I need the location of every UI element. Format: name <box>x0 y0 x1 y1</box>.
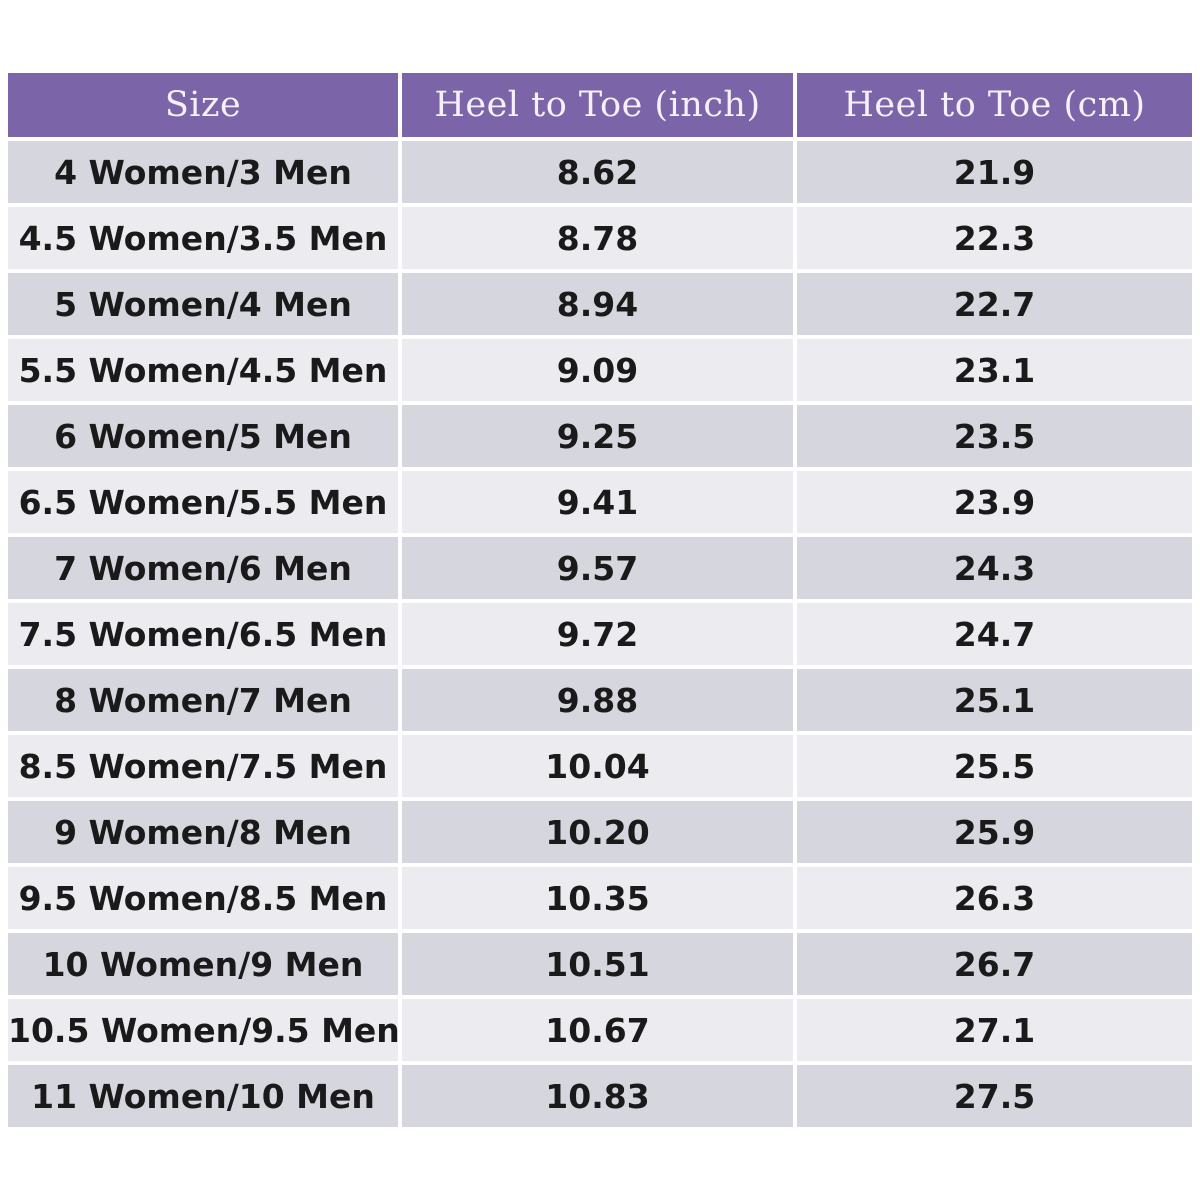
size-cell: 5.5 Women/4.5 Men <box>8 339 402 405</box>
size-chart-table: Size Heel to Toe (inch) Heel to Toe (cm)… <box>8 73 1192 1131</box>
size-cell: 6.5 Women/5.5 Men <box>8 471 402 537</box>
heel-to-toe-inch-cell: 9.88 <box>402 669 797 735</box>
table-body: 4 Women/3 Men 8.62 21.9 4.5 Women/3.5 Men 8.… <box>8 141 1192 1131</box>
table-row: 6 Women/5 Men 9.25 23.5 <box>8 405 1192 471</box>
table-row: 5.5 Women/4.5 Men 9.09 23.1 <box>8 339 1192 405</box>
table-row: 9 Women/8 Men 10.20 25.9 <box>8 801 1192 867</box>
size-cell: 9.5 Women/8.5 Men <box>8 867 402 933</box>
heel-to-toe-cm-cell: 22.3 <box>797 207 1192 273</box>
heel-to-toe-cm-cell: 23.5 <box>797 405 1192 471</box>
size-cell: 10 Women/9 Men <box>8 933 402 999</box>
size-cell: 9 Women/8 Men <box>8 801 402 867</box>
header-size: Size <box>8 73 402 141</box>
heel-to-toe-inch-cell: 9.09 <box>402 339 797 405</box>
heel-to-toe-cm-cell: 25.9 <box>797 801 1192 867</box>
heel-to-toe-cm-cell: 26.7 <box>797 933 1192 999</box>
heel-to-toe-cm-cell: 21.9 <box>797 141 1192 207</box>
size-cell: 8.5 Women/7.5 Men <box>8 735 402 801</box>
heel-to-toe-inch-cell: 10.04 <box>402 735 797 801</box>
heel-to-toe-cm-cell: 25.1 <box>797 669 1192 735</box>
table-row: 10.5 Women/9.5 Men 10.67 27.1 <box>8 999 1192 1065</box>
heel-to-toe-inch-cell: 8.94 <box>402 273 797 339</box>
heel-to-toe-inch-cell: 9.72 <box>402 603 797 669</box>
heel-to-toe-cm-cell: 27.5 <box>797 1065 1192 1131</box>
heel-to-toe-cm-cell: 22.7 <box>797 273 1192 339</box>
heel-to-toe-inch-cell: 10.83 <box>402 1065 797 1131</box>
size-cell: 8 Women/7 Men <box>8 669 402 735</box>
size-cell: 7 Women/6 Men <box>8 537 402 603</box>
heel-to-toe-inch-cell: 8.62 <box>402 141 797 207</box>
size-cell: 7.5 Women/6.5 Men <box>8 603 402 669</box>
size-cell: 6 Women/5 Men <box>8 405 402 471</box>
heel-to-toe-inch-cell: 10.51 <box>402 933 797 999</box>
table-row: 4 Women/3 Men 8.62 21.9 <box>8 141 1192 207</box>
heel-to-toe-cm-cell: 24.3 <box>797 537 1192 603</box>
table-row: 7 Women/6 Men 9.57 24.3 <box>8 537 1192 603</box>
heel-to-toe-inch-cell: 10.20 <box>402 801 797 867</box>
heel-to-toe-cm-cell: 27.1 <box>797 999 1192 1065</box>
header-row: Size Heel to Toe (inch) Heel to Toe (cm) <box>8 73 1192 141</box>
heel-to-toe-cm-cell: 24.7 <box>797 603 1192 669</box>
table-row: 4.5 Women/3.5 Men 8.78 22.3 <box>8 207 1192 273</box>
table-row: 7.5 Women/6.5 Men 9.72 24.7 <box>8 603 1192 669</box>
heel-to-toe-inch-cell: 10.67 <box>402 999 797 1065</box>
table-row: 8 Women/7 Men 9.88 25.1 <box>8 669 1192 735</box>
size-cell: 5 Women/4 Men <box>8 273 402 339</box>
size-cell: 4.5 Women/3.5 Men <box>8 207 402 273</box>
header-heel-to-toe-cm: Heel to Toe (cm) <box>797 73 1192 141</box>
heel-to-toe-inch-cell: 9.25 <box>402 405 797 471</box>
heel-to-toe-cm-cell: 23.1 <box>797 339 1192 405</box>
size-cell: 11 Women/10 Men <box>8 1065 402 1131</box>
table-row: 9.5 Women/8.5 Men 10.35 26.3 <box>8 867 1192 933</box>
heel-to-toe-inch-cell: 9.57 <box>402 537 797 603</box>
heel-to-toe-cm-cell: 23.9 <box>797 471 1192 537</box>
heel-to-toe-inch-cell: 8.78 <box>402 207 797 273</box>
table-row: 8.5 Women/7.5 Men 10.04 25.5 <box>8 735 1192 801</box>
heel-to-toe-inch-cell: 9.41 <box>402 471 797 537</box>
table-row: 11 Women/10 Men 10.83 27.5 <box>8 1065 1192 1131</box>
heel-to-toe-inch-cell: 10.35 <box>402 867 797 933</box>
size-cell: 10.5 Women/9.5 Men <box>8 999 402 1065</box>
table-row: 6.5 Women/5.5 Men 9.41 23.9 <box>8 471 1192 537</box>
size-cell: 4 Women/3 Men <box>8 141 402 207</box>
heel-to-toe-cm-cell: 25.5 <box>797 735 1192 801</box>
table-row: 5 Women/4 Men 8.94 22.7 <box>8 273 1192 339</box>
heel-to-toe-cm-cell: 26.3 <box>797 867 1192 933</box>
table-row: 10 Women/9 Men 10.51 26.7 <box>8 933 1192 999</box>
table-header: Size Heel to Toe (inch) Heel to Toe (cm) <box>8 73 1192 141</box>
header-heel-to-toe-inch: Heel to Toe (inch) <box>402 73 797 141</box>
